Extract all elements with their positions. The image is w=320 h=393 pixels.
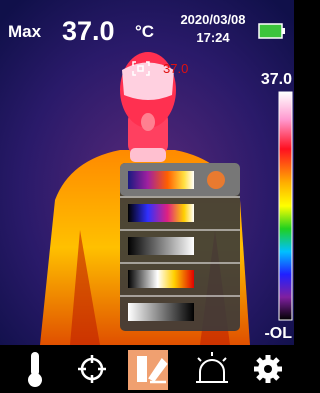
page: 37.0 Max 37.0 °C 2020/03/08 17:24 37.0 -… [0, 0, 294, 393]
battery [259, 24, 285, 38]
palette-option[interactable] [128, 237, 194, 255]
thermal-screen: 37.0 Max 37.0 °C 2020/03/08 17:24 37.0 -… [0, 0, 294, 393]
max-value: 37.0 [62, 16, 115, 46]
date: 2020/03/08 [180, 12, 245, 27]
time: 17:24 [196, 30, 230, 45]
palette-option[interactable] [120, 163, 240, 196]
palette-button[interactable] [128, 350, 168, 390]
spot-temperature: 37.0 [163, 61, 188, 76]
color-scale [279, 92, 292, 320]
max-label: Max [8, 22, 42, 41]
settings-button[interactable] [254, 355, 282, 383]
palette-option[interactable] [128, 204, 194, 222]
unit: °C [135, 22, 154, 41]
scale-min: -OL [264, 325, 292, 342]
palette-option[interactable] [128, 303, 194, 321]
scale-max: 37.0 [261, 71, 292, 88]
palette-option[interactable] [128, 270, 194, 288]
palette-menu [120, 163, 240, 331]
